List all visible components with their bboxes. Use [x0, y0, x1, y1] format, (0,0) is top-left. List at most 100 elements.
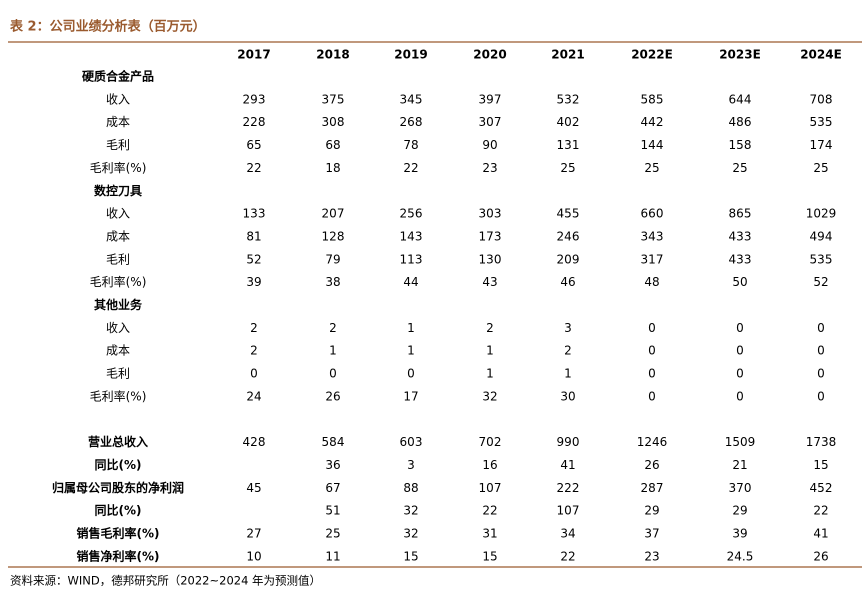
cell: 0 [817, 367, 825, 381]
cell: 21 [732, 458, 747, 472]
cell: 345 [400, 92, 423, 106]
cell: 455 [557, 207, 580, 221]
column-header: 2020 [473, 48, 506, 62]
cell: 27 [246, 527, 261, 541]
cell: 433 [729, 229, 752, 243]
cell: 532 [557, 92, 580, 106]
cell: 15 [813, 458, 828, 472]
column-header: 2022E [631, 48, 673, 62]
cell: 0 [329, 367, 337, 381]
cell: 52 [246, 252, 261, 266]
cell: 45 [246, 481, 261, 495]
cell: 865 [729, 207, 752, 221]
cell: 708 [810, 92, 833, 106]
cell: 584 [322, 435, 345, 449]
row-label: 销售毛利率(%) [77, 526, 160, 541]
cell: 18 [325, 161, 340, 175]
cell: 128 [322, 229, 345, 243]
cell: 39 [732, 527, 747, 541]
cell: 65 [246, 138, 261, 152]
cell: 41 [560, 458, 575, 472]
row-label: 收入 [106, 321, 130, 335]
cell: 90 [482, 138, 497, 152]
cell: 36 [325, 458, 340, 472]
cell: 41 [813, 527, 828, 541]
cell: 0 [648, 344, 656, 358]
cell: 268 [400, 115, 423, 129]
row-label: 成本 [106, 344, 130, 358]
cell: 173 [479, 229, 502, 243]
row-label: 毛利 [106, 138, 130, 152]
cell: 30 [560, 389, 575, 403]
cell: 23 [644, 549, 659, 563]
cell: 26 [644, 458, 659, 472]
cell: 317 [641, 252, 664, 266]
cell: 2 [250, 321, 258, 335]
cell: 24 [246, 389, 261, 403]
cell: 25 [813, 161, 828, 175]
cell: 1246 [637, 435, 668, 449]
cell: 34 [560, 527, 575, 541]
cell: 26 [813, 549, 828, 563]
cell: 26 [325, 389, 340, 403]
row-label: 收入 [106, 92, 130, 106]
cell: 0 [736, 367, 744, 381]
cell: 1 [329, 344, 337, 358]
cell: 402 [557, 115, 580, 129]
row-label: 同比(%) [95, 457, 142, 472]
cell: 22 [482, 504, 497, 518]
cell: 113 [400, 252, 423, 266]
cell: 0 [407, 367, 415, 381]
cell: 32 [403, 527, 418, 541]
cell: 0 [817, 389, 825, 403]
cell: 452 [810, 481, 833, 495]
cell: 644 [729, 92, 752, 106]
cell: 370 [729, 481, 752, 495]
column-header: 2019 [394, 48, 427, 62]
table-title: 表 2：公司业绩分析表（百万元） [9, 19, 206, 35]
cell: 287 [641, 481, 664, 495]
cell: 1 [486, 367, 494, 381]
cell: 0 [648, 389, 656, 403]
cell: 375 [322, 92, 345, 106]
cell: 433 [729, 252, 752, 266]
row-label: 毛利率(%) [90, 388, 147, 403]
cell: 39 [246, 275, 261, 289]
row-label: 成本 [106, 115, 130, 129]
cell: 79 [325, 252, 340, 266]
cell: 25 [732, 161, 747, 175]
cell: 0 [648, 321, 656, 335]
cell: 308 [322, 115, 345, 129]
cell: 29 [644, 504, 659, 518]
cell: 442 [641, 115, 664, 129]
cell: 22 [813, 504, 828, 518]
cell: 143 [400, 229, 423, 243]
cell: 25 [325, 527, 340, 541]
cell: 2 [250, 344, 258, 358]
cell: 0 [736, 389, 744, 403]
cell: 0 [736, 344, 744, 358]
column-header: 2023E [719, 48, 761, 62]
cell: 48 [644, 275, 659, 289]
cell: 1 [486, 344, 494, 358]
cell: 52 [813, 275, 828, 289]
cell: 24.5 [727, 549, 754, 563]
cell: 37 [644, 527, 659, 541]
cell: 78 [403, 138, 418, 152]
cell: 51 [325, 504, 340, 518]
cell: 25 [644, 161, 659, 175]
row-label: 毛利率(%) [90, 160, 147, 175]
cell: 44 [403, 275, 418, 289]
cell: 38 [325, 275, 340, 289]
cell: 660 [641, 207, 664, 221]
segment-label: 硬质合金产品 [82, 69, 154, 84]
row-label: 毛利率(%) [90, 274, 147, 289]
cell: 585 [641, 92, 664, 106]
column-header: 2021 [551, 48, 584, 62]
cell: 228 [243, 115, 266, 129]
cell: 43 [482, 275, 497, 289]
cell: 293 [243, 92, 266, 106]
column-header: 2018 [316, 48, 349, 62]
cell: 2 [486, 321, 494, 335]
cell: 0 [736, 321, 744, 335]
